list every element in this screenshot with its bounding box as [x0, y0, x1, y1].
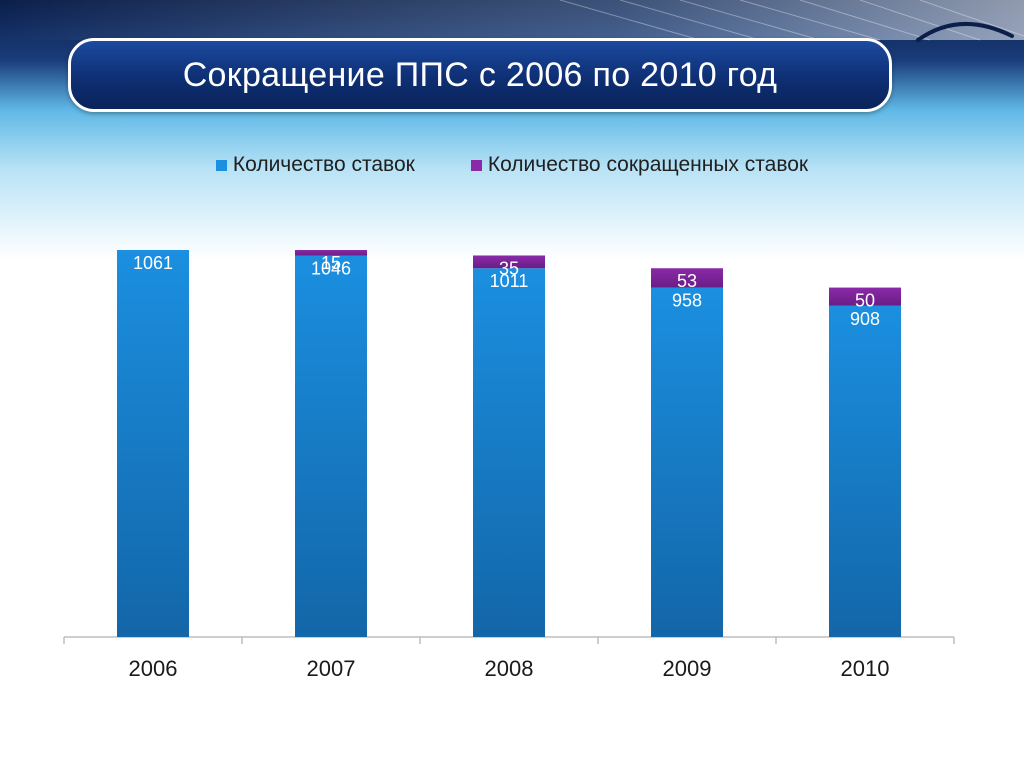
x-tick-label-2008: 2008 [485, 656, 534, 681]
legend-item-series2: Количество сокращенных ставок [470, 153, 809, 177]
swoosh-icon [916, 21, 1014, 42]
data-label-series1-2006: 1061 [133, 253, 173, 273]
bar-series2-2010 [829, 287, 901, 306]
legend-swatch-series2 [470, 159, 482, 171]
chart-legend: Количество ставок Количество сокращенных… [0, 150, 1024, 180]
data-label-series2-2010: 50 [855, 291, 875, 311]
data-label-series2-2008: 35 [499, 258, 519, 278]
data-label-series2-2009: 53 [677, 271, 697, 291]
data-label-series1-2009: 958 [672, 291, 702, 311]
x-tick-label-2007: 2007 [307, 656, 356, 681]
title-banner: Сокращение ППС с 2006 по 2010 год [68, 38, 892, 112]
data-label-series1-2010: 908 [850, 309, 880, 329]
bar-series2-2009 [651, 268, 723, 288]
x-tick-label-2010: 2010 [841, 656, 890, 681]
bar-series2-2007 [295, 250, 367, 256]
data-label-series1-2007: 1046 [311, 258, 351, 278]
bar-series1-2006 [117, 250, 189, 637]
legend-label-series1: Количество ставок [232, 153, 415, 176]
page-title: Сокращение ППС с 2006 по 2010 год [182, 55, 778, 94]
bar-series1-2009 [651, 287, 723, 637]
bar-series2-2008 [473, 255, 545, 269]
bar-series1-2010 [829, 305, 901, 637]
bar-series1-2008 [473, 268, 545, 637]
legend-label-series2: Количество сокращенных ставок [487, 153, 809, 176]
x-tick-label-2009: 2009 [663, 656, 712, 681]
legend-item-series1: Количество ставок [215, 153, 415, 177]
bar-series1-2007 [295, 255, 367, 637]
data-label-series1-2008: 1011 [490, 271, 529, 291]
data-label-series2-2007: 15 [321, 253, 341, 273]
legend-swatch-series1 [215, 159, 227, 171]
header-decoration [0, 0, 1024, 130]
x-tick-label-2006: 2006 [129, 656, 178, 681]
